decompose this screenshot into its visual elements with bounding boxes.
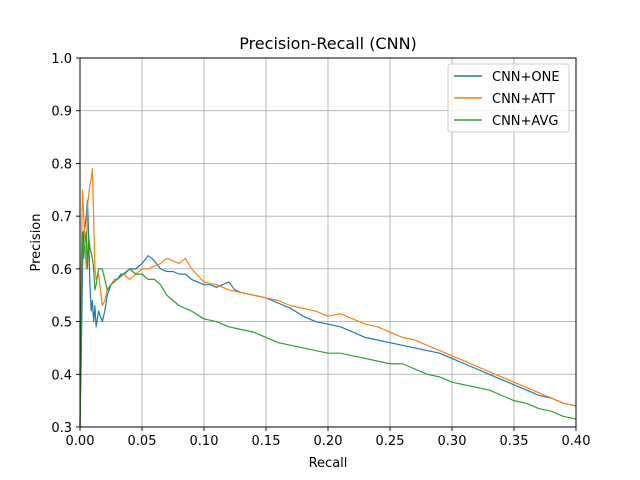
series-line-cnn-att (79, 168, 577, 428)
y-tick-label: 0.8 (51, 157, 72, 172)
legend-label-cnn-one: CNN+ONE (492, 70, 560, 85)
y-tick-label: 0.6 (51, 263, 72, 278)
x-tick-label: 0.20 (314, 434, 343, 449)
chart-title: Precision-Recall (CNN) (239, 34, 417, 53)
legend: CNN+ONE CNN+ATT CNN+AVG (447, 63, 570, 133)
y-axis-ticks: 0.3 0.4 0.5 0.6 0.7 0.8 0.9 1.0 (51, 52, 80, 436)
x-tick-label: 0.40 (562, 434, 591, 449)
y-tick-label: 0.3 (51, 421, 72, 436)
y-tick-label: 1.0 (51, 52, 72, 67)
y-axis-label: Precision (29, 213, 44, 271)
y-tick-label: 0.9 (51, 105, 72, 120)
legend-label-cnn-att: CNN+ATT (492, 92, 555, 107)
legend-box (447, 63, 570, 133)
x-tick-label: 0.15 (252, 434, 281, 449)
x-tick-label: 0.30 (438, 434, 467, 449)
x-tick-label: 0.00 (66, 434, 95, 449)
series-lines (79, 168, 577, 428)
x-axis-label: Recall (309, 456, 348, 471)
x-axis-ticks: 0.00 0.05 0.10 0.15 0.20 0.25 0.30 0.35 0.40 (66, 427, 591, 449)
x-tick-label: 0.10 (190, 434, 219, 449)
legend-label-cnn-avg: CNN+AVG (492, 114, 558, 129)
y-tick-label: 0.7 (51, 210, 72, 225)
x-tick-label: 0.25 (376, 434, 405, 449)
y-tick-label: 0.4 (51, 368, 72, 383)
y-tick-label: 0.5 (51, 316, 72, 331)
series-line-cnn-avg (79, 231, 577, 428)
x-tick-label: 0.05 (128, 434, 157, 449)
series-line-cnn-one (79, 199, 577, 428)
x-tick-label: 0.35 (500, 434, 529, 449)
